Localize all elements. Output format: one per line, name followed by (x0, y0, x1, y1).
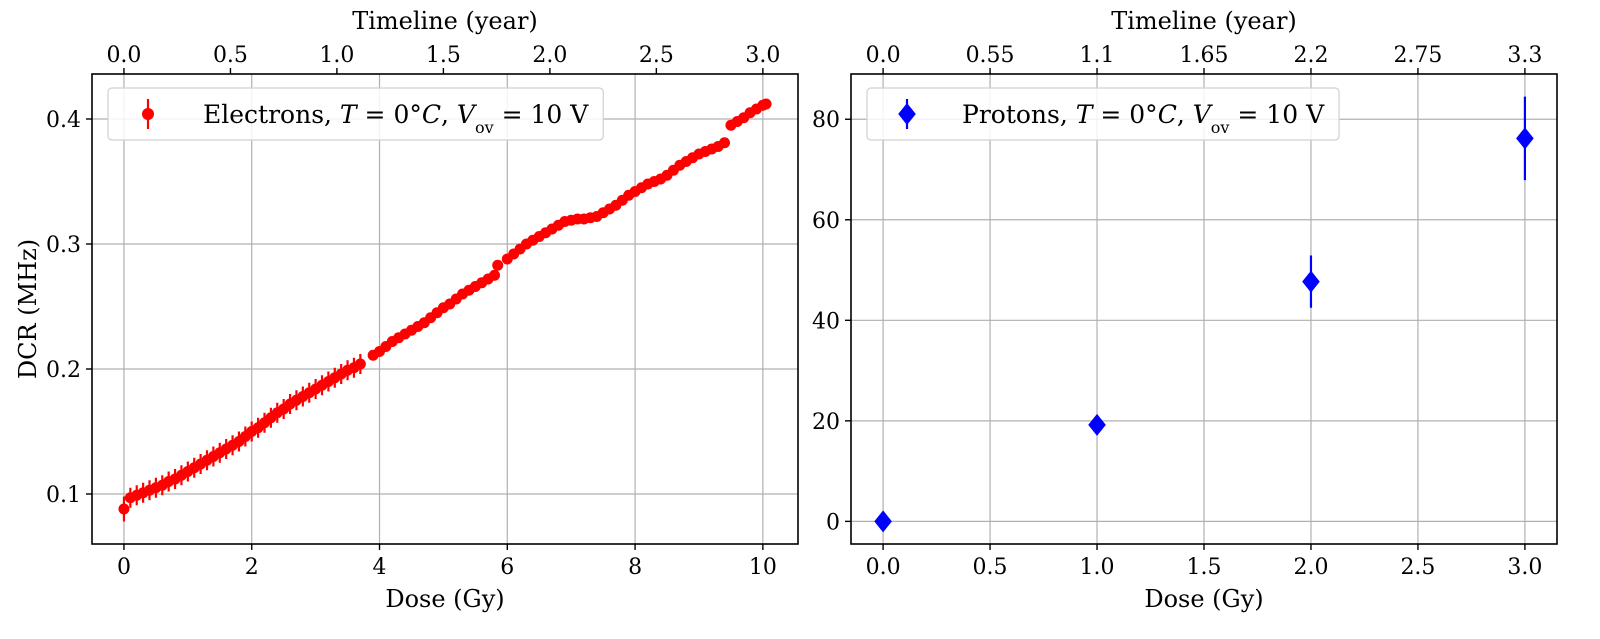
right-legend-marker (898, 103, 916, 125)
right-x-tick-label: 0.0 (866, 555, 901, 580)
right-top-x-axis-label: Timeline (year) (1111, 7, 1297, 35)
left-y-tick-label: 0.2 (46, 358, 81, 383)
right-x-axis-label: Dose (Gy) (1144, 585, 1263, 613)
right-y-tick-label: 20 (812, 410, 840, 435)
right-top-x-tick-label: 1.1 (1080, 43, 1115, 68)
right-x-tick-label: 1.0 (1080, 555, 1115, 580)
left-x-tick-label: 6 (500, 555, 514, 580)
left-plot-frame (91, 73, 799, 545)
left-y-tick-label: 0.1 (46, 483, 81, 508)
left-data-point (719, 137, 731, 149)
left-data-point (118, 503, 130, 515)
right-data-point (874, 510, 892, 533)
left-top-x-axis-label: Timeline (year) (352, 7, 538, 35)
right-data-point (1302, 270, 1320, 293)
left-panel: 0 2 4 6 8 10 0.0 0.5 1.0 1.5 2.0 2.5 3.0 0.1 0.2 0.3 0.4… (14, 7, 799, 613)
left-x-tick-label: 0 (117, 555, 131, 580)
left-data-point (492, 259, 504, 271)
left-data-point (354, 358, 366, 370)
right-top-x-tick-label: 2.75 (1393, 43, 1442, 68)
right-x-tick-label: 2.0 (1293, 555, 1328, 580)
right-y-tick-label: 40 (812, 309, 840, 334)
left-legend-frame (107, 87, 604, 141)
right-top-x-tick-label: 3.3 (1507, 43, 1542, 68)
right-legend: Protons, T = 0°C, Vov = 10 V (866, 87, 1340, 141)
left-data-point (489, 269, 501, 281)
left-legend: Electrons, T = 0°C, Vov = 10 V (107, 87, 604, 141)
left-y-tick-label: 0.4 (46, 108, 81, 133)
right-legend-frame (866, 87, 1340, 141)
right-top-x-tick-label: 0.0 (866, 43, 901, 68)
right-panel: 0.0 0.5 1.0 1.5 2.0 2.5 3.0 0.0 0.55 1.1 1.65 2.2 2.… (812, 7, 1558, 613)
left-top-x-tick-label: 3.0 (745, 43, 780, 68)
right-y-tick-label: 80 (812, 108, 840, 133)
left-x-tick-label: 10 (749, 555, 777, 580)
left-top-x-tick-label: 2.0 (532, 43, 567, 68)
right-legend-label: Protons, T = 0°C, Vov = 10 V (962, 100, 1325, 137)
right-top-x-tick-label: 0.55 (966, 43, 1015, 68)
left-top-x-tick-label: 2.5 (639, 43, 674, 68)
left-x-tick-label: 8 (628, 555, 642, 580)
left-top-x-tick-label: 0.5 (213, 43, 248, 68)
left-x-tick-label: 4 (373, 555, 387, 580)
left-top-x-tick-label: 1.0 (319, 43, 354, 68)
right-x-tick-label: 1.5 (1187, 555, 1222, 580)
left-y-axis-label: DCR (MHz) (14, 239, 42, 379)
left-x-axis-label: Dose (Gy) (385, 585, 504, 613)
right-data-point (1516, 127, 1534, 150)
left-legend-label: Electrons, T = 0°C, Vov = 10 V (203, 100, 589, 137)
right-x-tick-label: 3.0 (1507, 555, 1542, 580)
left-top-x-tick-label: 0.0 (106, 43, 141, 68)
right-x-tick-label: 0.5 (973, 555, 1008, 580)
right-x-tick-label: 2.5 (1400, 555, 1435, 580)
left-y-tick-label: 0.3 (46, 233, 81, 258)
right-top-x-tick-label: 2.2 (1293, 43, 1328, 68)
left-x-tick-label: 2 (245, 555, 259, 580)
left-legend-marker (142, 108, 154, 120)
right-data-point (1088, 413, 1106, 436)
left-top-x-tick-label: 1.5 (426, 43, 461, 68)
left-data-point (760, 98, 772, 110)
right-y-tick-label: 0 (826, 510, 840, 535)
right-top-x-tick-label: 1.65 (1180, 43, 1229, 68)
right-y-tick-label: 60 (812, 209, 840, 234)
